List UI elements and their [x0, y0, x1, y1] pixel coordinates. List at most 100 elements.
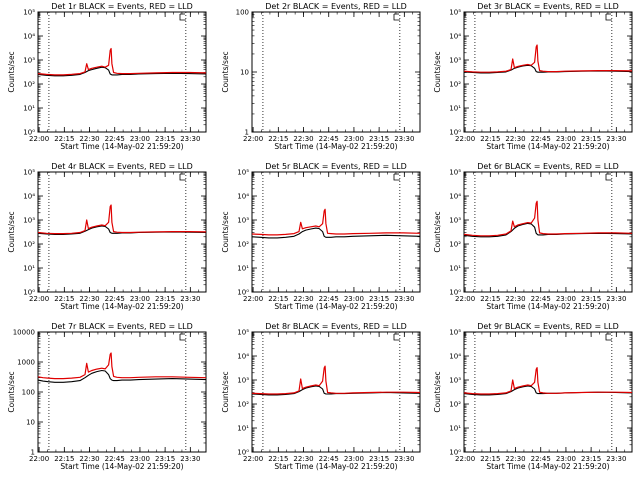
events-series-line: [37, 369, 207, 383]
x-tick-label: 22:45: [319, 295, 339, 303]
y-tick-label: 1: [245, 129, 249, 137]
x-tick-label: 22:30: [505, 455, 525, 463]
lld-series-line: [251, 365, 421, 395]
x-tick-label: 22:30: [79, 135, 99, 143]
y-tick-label: 10¹: [449, 105, 461, 113]
y-tick-label: 10⁴: [449, 193, 461, 201]
y-tick-label: 10⁰: [23, 289, 35, 297]
y-tick-label: 10¹: [23, 105, 35, 113]
x-tick-label: 22:15: [54, 135, 74, 143]
y-tick-label: 10⁴: [23, 33, 35, 41]
y-tick-label: 10⁴: [237, 353, 249, 361]
x-tick-label: 23:00: [130, 295, 150, 303]
y-tick-label: 10²: [237, 401, 249, 409]
legend-marker: [393, 174, 400, 181]
x-axis-label: Start Time (14-May-02 21:59:20): [274, 142, 397, 151]
lld-series-line: [463, 367, 633, 395]
lld-series-line: [37, 352, 207, 380]
y-tick-label: 10³: [23, 217, 35, 225]
y-tick-label: 10¹: [449, 265, 461, 273]
y-axis-label: Counts/sec: [433, 211, 442, 252]
panel-title: Det 9r BLACK = Events, RED = LLD: [477, 322, 619, 331]
chart-panel-9r: Det 9r BLACK = Events, RED = LLD 10⁰ 10¹ 10…: [433, 322, 633, 471]
x-tick-label: 22:45: [319, 455, 339, 463]
y-tick-label: 10⁴: [23, 193, 35, 201]
x-tick-label: 22:15: [268, 135, 288, 143]
y-tick-label: 10⁰: [23, 129, 35, 137]
x-tick-label: 23:00: [556, 295, 576, 303]
y-tick-label: 10²: [449, 241, 461, 249]
chart-panel-7r: Det 7r BLACK = Events, RED = LLD 1 10 100 10…: [7, 322, 207, 471]
x-tick-label: 23:30: [180, 135, 200, 143]
legend-marker: [393, 14, 400, 21]
y-tick-label: 10³: [237, 217, 249, 225]
chart-panel-2r: Det 2r BLACK = Events, RED = LLD 1 10 100 22…: [221, 2, 421, 151]
x-tick-label: 22:15: [480, 455, 500, 463]
y-tick-label: 10⁵: [23, 169, 35, 177]
x-tick-label: 23:00: [344, 455, 364, 463]
x-tick-label: 22:45: [105, 295, 125, 303]
x-tick-label: 22:30: [505, 295, 525, 303]
x-axis-label: Start Time (14-May-02 21:59:20): [486, 142, 609, 151]
x-tick-label: 23:00: [130, 455, 150, 463]
x-tick-label: 22:30: [293, 295, 313, 303]
y-tick-label: 10⁴: [449, 353, 461, 361]
x-tick-label: 23:15: [581, 455, 601, 463]
x-tick-label: 22:30: [293, 135, 313, 143]
x-tick-label: 22:30: [505, 135, 525, 143]
y-tick-label: 10⁵: [449, 169, 461, 177]
y-tick-label: 10³: [449, 217, 461, 225]
x-axis-label: Start Time (14-May-02 21:59:20): [60, 302, 183, 311]
x-tick-label: 22:00: [455, 455, 475, 463]
legend-marker: [605, 174, 612, 181]
legend-marker: [605, 334, 612, 341]
chart-panel-1r: Det 1r BLACK = Events, RED = LLD 10⁰ 10¹ 10…: [7, 2, 207, 151]
chart-panel-8r: Det 8r BLACK = Events, RED = LLD 10⁰ 10¹ 10…: [221, 322, 421, 471]
chart-panel-4r: Det 4r BLACK = Events, RED = LLD 10⁰ 10¹ 10…: [7, 162, 207, 311]
panel-title: Det 7r BLACK = Events, RED = LLD: [51, 322, 193, 331]
x-tick-label: 22:45: [531, 295, 551, 303]
x-axis-label: Start Time (14-May-02 21:59:20): [60, 462, 183, 471]
lld-series-line: [251, 208, 421, 236]
y-tick-label: 10²: [449, 81, 461, 89]
x-tick-label: 23:30: [180, 455, 200, 463]
y-tick-label: 10³: [237, 377, 249, 385]
panel-title: Det 2r BLACK = Events, RED = LLD: [265, 2, 407, 11]
x-tick-label: 23:15: [581, 295, 601, 303]
y-tick-label: 10¹: [237, 425, 249, 433]
x-tick-label: 22:00: [29, 135, 49, 143]
x-tick-label: 23:30: [606, 295, 626, 303]
x-tick-label: 23:00: [130, 135, 150, 143]
x-tick-label: 23:15: [155, 455, 175, 463]
y-axis-label: Counts/sec: [7, 51, 16, 92]
y-tick-label: 10¹: [23, 265, 35, 273]
x-tick-label: 23:30: [394, 295, 414, 303]
x-tick-label: 22:45: [531, 135, 551, 143]
x-tick-label: 23:15: [369, 295, 389, 303]
x-tick-label: 22:45: [105, 455, 125, 463]
y-tick-label: 10⁵: [449, 329, 461, 337]
plot-frame: [251, 171, 421, 293]
lld-series-line: [463, 200, 633, 237]
y-tick-label: 10⁰: [237, 449, 249, 457]
y-tick-label: 100: [22, 389, 35, 397]
x-tick-label: 22:45: [531, 455, 551, 463]
x-tick-label: 23:30: [606, 135, 626, 143]
panel-title: Det 6r BLACK = Events, RED = LLD: [477, 162, 619, 171]
x-tick-label: 23:30: [394, 135, 414, 143]
y-tick-label: 10000: [13, 329, 35, 337]
y-axis-label: Counts/sec: [7, 211, 16, 252]
x-tick-label: 22:45: [105, 135, 125, 143]
lld-series-line: [463, 44, 633, 73]
chart-panel-5r: Det 5r BLACK = Events, RED = LLD 10⁰ 10¹ 10…: [221, 162, 421, 311]
x-tick-label: 23:00: [556, 455, 576, 463]
y-tick-label: 100: [236, 9, 249, 17]
plot-frame: [463, 171, 633, 293]
panel-title: Det 3r BLACK = Events, RED = LLD: [477, 2, 619, 11]
panel-title: Det 5r BLACK = Events, RED = LLD: [265, 162, 407, 171]
x-tick-label: 23:15: [369, 455, 389, 463]
y-tick-label: 10³: [23, 57, 35, 65]
y-tick-label: 10: [26, 419, 35, 427]
y-axis-label: Counts/sec: [221, 371, 230, 412]
